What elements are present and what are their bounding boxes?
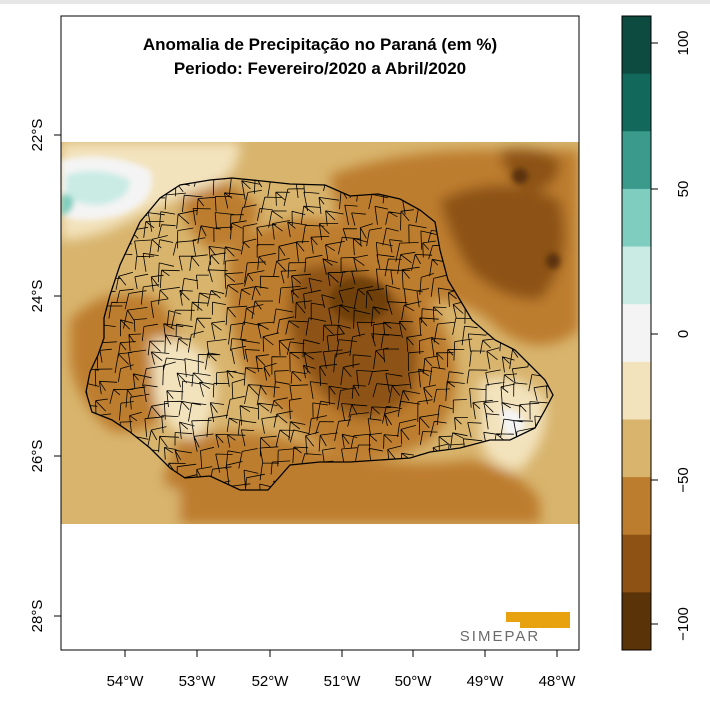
- lon-tick-label: 51°W: [324, 673, 362, 690]
- longitude-axis: 54°W 53°W 52°W 51°W 50°W 49°W 48°W: [107, 650, 577, 690]
- simepar-logo-text: SIMEPAR: [460, 628, 540, 645]
- map-title-line-2: Periodo: Fevereiro/2020 a Abril/2020: [174, 59, 466, 78]
- window-top-bar: [0, 0, 710, 4]
- colorbar-swatch: [622, 304, 651, 363]
- colorbar: 100 50 0 −50 −100: [621, 15, 692, 651]
- latitude-axis: 22°S 24°S 26°S 28°S: [29, 119, 61, 633]
- map-panel-frame: [60, 15, 580, 651]
- colorbar-swatch: [622, 592, 651, 651]
- simepar-logo: SIMEPAR: [460, 612, 570, 645]
- anomaly-field: [61, 142, 579, 524]
- lat-tick-label: 28°S: [29, 600, 46, 633]
- lon-tick-label: 52°W: [252, 673, 290, 690]
- colorbar-swatch: [622, 131, 651, 190]
- colorbar-tick-label: −50: [675, 467, 692, 492]
- colorbar-swatch: [622, 246, 651, 305]
- colorbar-frame: [621, 15, 652, 651]
- colorbar-swatch: [622, 16, 651, 75]
- colorbar-tick-label: −100: [675, 607, 692, 641]
- colorbar-swatch: [622, 361, 651, 420]
- colorbar-swatch: [622, 477, 651, 536]
- lat-tick-label: 22°S: [29, 119, 46, 152]
- lon-tick-label: 53°W: [179, 673, 217, 690]
- lon-tick-label: 50°W: [395, 673, 433, 690]
- lon-tick-label: 48°W: [539, 673, 577, 690]
- colorbar-tick-label: 50: [675, 181, 692, 198]
- colorbar-swatch: [622, 188, 651, 248]
- map-title-line-1: Anomalia de Precipitação no Paraná (em %…: [143, 35, 497, 54]
- lon-tick-label: 54°W: [107, 673, 145, 690]
- lon-tick-label: 49°W: [467, 673, 505, 690]
- colorbar-tick-label: 0: [675, 330, 692, 338]
- colorbar-swatch: [622, 534, 651, 593]
- lat-tick-label: 26°S: [29, 440, 46, 473]
- colorbar-tick-label: 100: [675, 30, 692, 55]
- colorbar-swatch: [622, 73, 651, 132]
- lat-tick-label: 24°S: [29, 280, 46, 313]
- colorbar-swatch: [622, 419, 651, 478]
